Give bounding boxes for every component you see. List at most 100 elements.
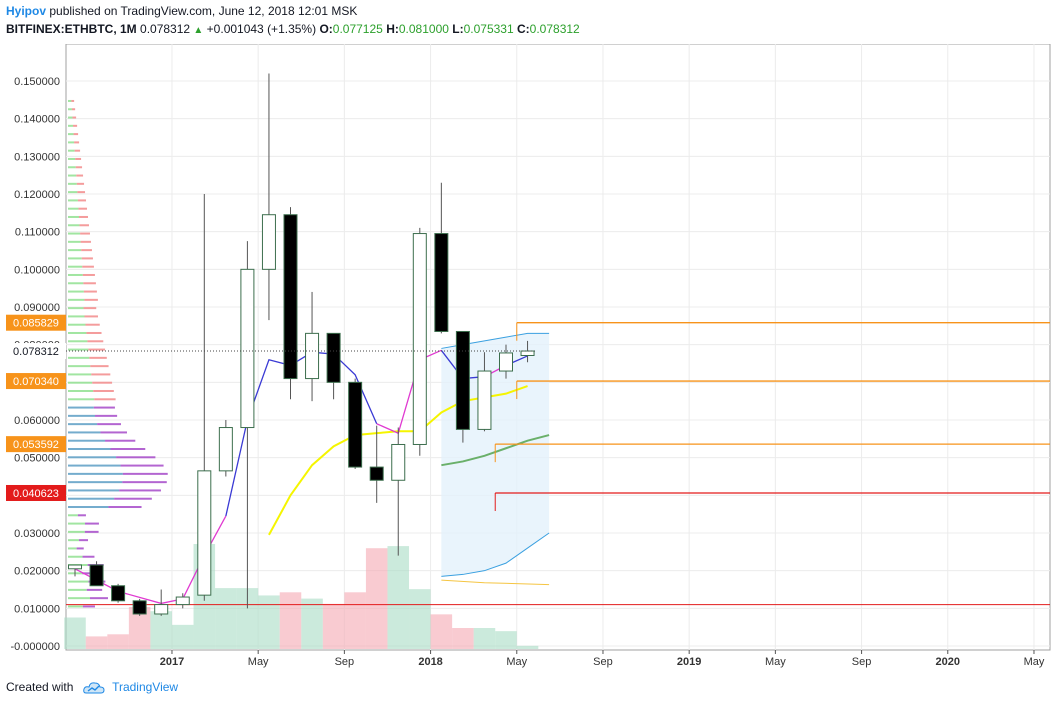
volume-profile-row-down [114,498,152,500]
candle-up [69,565,82,569]
chart-header: Hyipov published on TradingView.com, Jun… [0,0,1057,44]
x-tick-label: 2020 [936,656,960,668]
symbol-info: BITFINEX:ETHBTC, 1M 0.078312 ▲ +0.001043… [6,22,580,36]
volume-profile-row-down [75,158,81,160]
volume-bar [301,599,323,649]
volume-profile-row-up [68,531,85,533]
volume-bar [474,628,496,649]
volume-profile-row-up [68,133,74,135]
volume-profile-row-up [68,191,77,193]
author-name[interactable]: Hyipov [6,4,46,18]
y-tick-label: 0.050000 [14,453,60,465]
volume-profile-row-down [76,175,83,177]
volume-profile-row-down [83,556,95,558]
volume-profile-row-up [68,274,83,276]
y-tick-label: 0.120000 [14,189,60,201]
volume-profile-row-down [93,390,114,392]
volume-profile-row-up [68,597,90,599]
volume-profile-row-down [78,208,87,210]
volume-profile-row-up [68,390,93,392]
candle-up [478,371,491,429]
price-tag-text: 0.053592 [13,439,59,451]
volume-profile-row-up [68,141,74,143]
volume-profile-row-up [68,506,108,508]
volume-profile-row-up [68,257,82,259]
volume-profile-row-down [116,456,155,458]
candle-down [112,586,125,601]
volume-profile-row-down [123,473,168,475]
x-tick-label: May [506,656,527,668]
low-label: L: [452,22,463,36]
y-tick-label: 0.020000 [14,566,60,578]
volume-profile-row-up [68,465,121,467]
volume-profile-row-down [89,357,106,359]
volume-profile-row-up [68,481,122,483]
volume-profile-row-up [68,456,116,458]
volume-profile-row-up [68,373,91,375]
candle-up [176,597,189,605]
volume-profile-row-up [68,175,76,177]
volume-profile-row-down [77,191,85,193]
created-with-text: Created with [6,680,73,694]
volume-profile-row-up [68,233,80,235]
volume-profile-row-down [87,589,102,591]
volume-profile-row-down [83,605,95,607]
volume-profile-row-up [68,514,78,516]
volume-profile-row-up [68,523,85,525]
triangle-up-icon: ▲ [193,25,203,36]
candle-up [198,471,211,595]
volume-profile-row-down [86,332,101,334]
volume-profile-row-up [68,539,79,541]
candle-up [241,269,254,427]
volume-profile-row-up [68,448,111,450]
volume-bar [387,546,409,649]
x-tick-label: Sep [593,656,613,668]
x-tick-label: May [248,656,269,668]
volume-profile-row-up [68,108,72,110]
close-value: 0.078312 [530,22,580,36]
volume-profile-row-down [119,489,161,491]
y-tick-label: 0.090000 [14,302,60,314]
price-chart[interactable]: -0.0000000.0100000.0200000.0300000.04000… [0,44,1057,676]
volume-bar [344,592,366,649]
candle-up [413,234,426,445]
volume-bar [495,631,517,649]
volume-profile-row-down [84,299,97,301]
volume-profile-row-up [68,498,114,500]
volume-profile-row-down [82,266,94,268]
volume-profile-row-up [68,100,71,102]
tradingview-brand[interactable]: TradingView [112,680,178,694]
volume-profile-row-up [68,307,84,309]
volume-bar [280,592,302,649]
volume-bar [517,646,539,649]
last-price-text: 0.078312 [13,346,59,358]
price-tag-text: 0.040623 [13,488,59,500]
tradingview-cloud-icon [83,681,105,695]
volume-profile-row-down [94,407,115,409]
candle-down [456,331,469,429]
candle-up [219,428,232,471]
volume-profile-row-down [77,183,84,185]
volume-profile-row-down [81,241,91,243]
volume-profile-row-down [83,274,95,276]
volume-profile-row-up [68,183,77,185]
volume-profile-row-down [82,257,93,259]
x-tick-label: May [765,656,786,668]
volume-profile-row-up [68,150,75,152]
candle-up [155,605,168,614]
volume-bar [86,636,108,649]
y-tick-label: 0.150000 [14,76,60,88]
x-tick-label: Sep [335,656,355,668]
volume-profile-row-up [68,605,83,607]
volume-profile-row-down [100,431,127,433]
volume-bar [323,604,345,649]
volume-profile-row-up [68,332,86,334]
open-value: 0.077125 [333,22,383,36]
volume-profile-row-up [68,473,123,475]
y-tick-label: 0.130000 [14,151,60,163]
volume-profile-row-down [85,315,99,317]
volume-profile-row-down [95,415,117,417]
volume-bar [215,588,237,649]
volume-profile-row-up [68,581,89,583]
high-value: 0.081000 [399,22,449,36]
